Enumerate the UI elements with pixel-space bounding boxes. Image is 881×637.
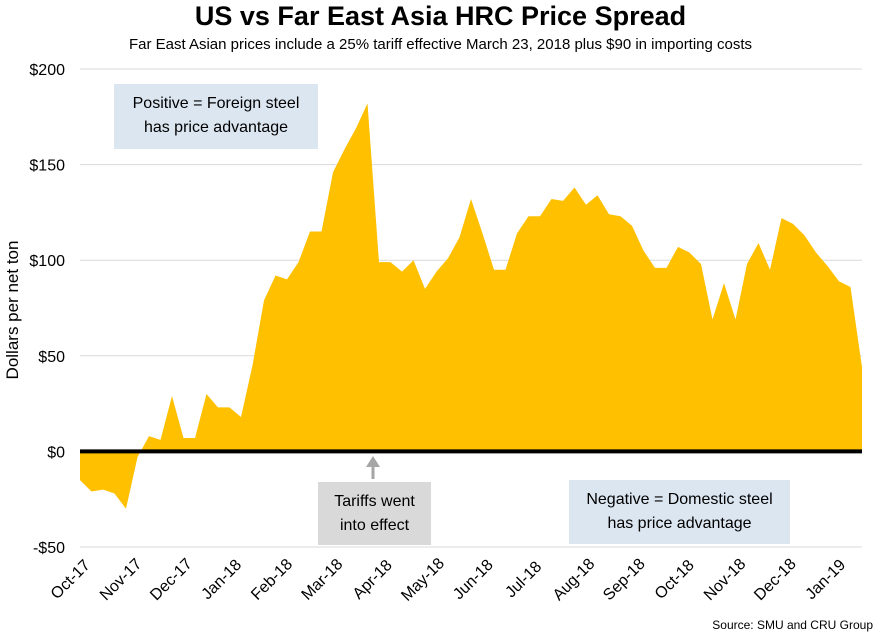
x-tick-label: Dec-18 [751,556,800,605]
positive-callout-line-2: has price advantage [143,119,289,136]
x-tick-label: Nov-18 [701,556,750,605]
x-tick-label: Aug-18 [550,555,599,604]
negative-callout-line-1: Negative = Domestic steel [586,491,773,508]
x-tick-label: Feb-18 [248,556,296,604]
tariff-callout: Tariffs went into effect [318,482,431,545]
x-tick-label: Jul-18 [502,558,545,601]
y-tick-label: $0 [47,444,65,461]
tariff-callout-line-1: Tariffs went [334,493,415,510]
x-tick-label: Jun-18 [450,556,497,603]
positive-callout-line-1: Positive = Foreign steel [132,95,300,112]
chart-title: US vs Far East Asia HRC Price Spread [194,1,687,31]
y-tick-label: $100 [29,253,65,270]
y-tick-label: $200 [29,62,65,79]
x-tick-label: Jan-18 [199,556,246,603]
positive-callout: Positive = Foreign steel has price advan… [114,84,318,149]
x-tick-label: May-18 [398,555,448,605]
x-tick-label: Jan-19 [803,556,850,603]
x-tick-label: Apr-18 [350,557,396,603]
chart-subtitle: Far East Asian prices include a 25% tari… [128,36,753,53]
y-tick-label: -$50 [33,540,65,557]
x-tick-label: Oct-17 [48,557,94,603]
x-tick-label: Nov-17 [97,556,146,605]
y-tick-label: $50 [38,349,65,366]
tariff-arrow [366,456,380,479]
negative-callout-line-2: has price advantage [607,515,752,532]
negative-callout: Negative = Domestic steel has price adva… [569,480,790,544]
spread-area [80,103,862,509]
x-tick-label: Mar-18 [299,556,347,604]
source-note: Source: SMU and CRU Group [712,618,873,632]
y-tick-label: $150 [29,158,65,175]
x-tick-label: Oct-18 [652,557,698,603]
tariff-callout-line-2: into effect [339,517,410,534]
x-tick-label: Sep-18 [600,555,649,604]
x-tick-label: Dec-17 [147,556,196,605]
